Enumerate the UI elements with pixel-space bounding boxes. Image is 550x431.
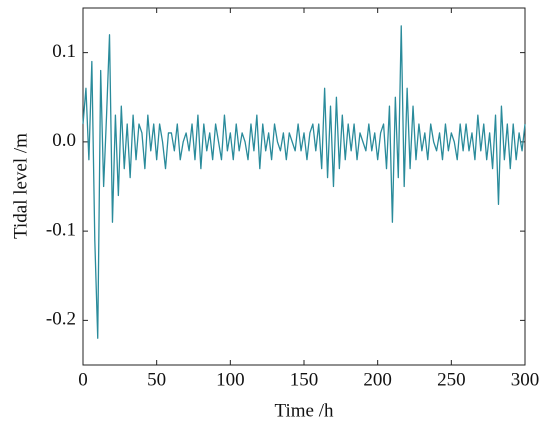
x-tick-label: 100 xyxy=(216,369,245,390)
y-tick-label: 0.0 xyxy=(52,130,76,151)
y-axis-label: Tidal level /m xyxy=(10,133,31,239)
y-tick-label: -0.1 xyxy=(46,219,76,240)
plot-frame xyxy=(82,7,526,366)
x-tick-label: 0 xyxy=(78,369,88,390)
x-tick-label: 50 xyxy=(147,369,166,390)
x-tick-label: 200 xyxy=(363,369,392,390)
y-tick-label: -0.2 xyxy=(46,309,76,330)
x-tick-label: 250 xyxy=(437,369,466,390)
data-line xyxy=(82,25,526,339)
x-tick-label: 150 xyxy=(290,369,319,390)
x-axis-label: Time /h xyxy=(275,400,334,421)
y-tick-label: 0.1 xyxy=(52,41,76,62)
x-tick-label: 300 xyxy=(511,369,540,390)
